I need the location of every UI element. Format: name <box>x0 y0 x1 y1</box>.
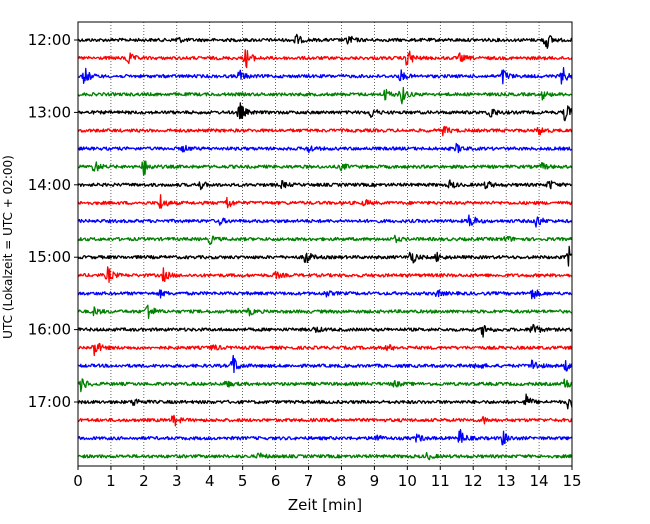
x-tick-label: 10 <box>398 472 417 490</box>
x-tick-label: 1 <box>106 472 116 490</box>
trace-1330 <box>77 142 573 154</box>
x-tick-label: 9 <box>370 472 380 490</box>
y-axis: 12:00 13:00 14:00 15:00 16:00 17:00 <box>28 31 78 411</box>
trace-1445 <box>77 234 573 246</box>
x-tick-label: 5 <box>238 472 248 490</box>
x-tick-label: 7 <box>304 472 314 490</box>
trace-1500 <box>77 245 573 267</box>
trace-1345 <box>77 160 573 176</box>
plot-frame <box>77 21 573 467</box>
trace-1615 <box>77 342 573 357</box>
x-axis: 0 1 2 3 4 5 6 7 8 9 10 11 12 13 14 15 <box>73 466 582 490</box>
y-tick-label: 16:00 <box>28 321 71 339</box>
x-tick-label: 6 <box>271 472 281 490</box>
trace-1715 <box>77 414 573 427</box>
trace-1245 <box>77 86 573 105</box>
trace-1600 <box>77 323 573 338</box>
x-tick-label: 12 <box>464 472 483 490</box>
x-tick-label: 11 <box>431 472 450 490</box>
trace-layer <box>77 33 573 461</box>
y-tick-label: 17:00 <box>28 393 71 411</box>
trace-1730 <box>77 428 573 446</box>
trace-1215 <box>77 49 573 69</box>
trace-1430 <box>77 214 573 228</box>
trace-1645 <box>77 378 573 393</box>
grid-lines <box>110 22 540 466</box>
y-tick-label: 14:00 <box>28 176 71 194</box>
trace-1745 <box>77 451 573 461</box>
x-tick-label: 15 <box>562 472 581 490</box>
x-tick-label: 4 <box>205 472 215 490</box>
trace-1700 <box>77 393 573 410</box>
y-tick-label: 12:00 <box>28 31 71 49</box>
trace-1200 <box>77 33 573 49</box>
y-tick-label: 15:00 <box>28 248 71 266</box>
x-tick-label: 0 <box>73 472 83 490</box>
trace-1230 <box>77 67 573 85</box>
x-axis-label: Zeit [min] <box>288 496 362 514</box>
x-tick-label: 14 <box>530 472 549 490</box>
trace-1630 <box>77 354 573 374</box>
x-tick-label: 8 <box>337 472 347 490</box>
x-tick-label: 13 <box>497 472 516 490</box>
trace-1415 <box>77 194 573 209</box>
trace-1515 <box>77 266 573 283</box>
x-tick-label: 3 <box>172 472 182 490</box>
trace-1530 <box>77 289 573 300</box>
x-tick-label: 2 <box>139 472 149 490</box>
trace-1315 <box>77 125 573 137</box>
y-tick-label: 13:00 <box>28 103 71 121</box>
trace-1545 <box>78 304 573 320</box>
y-axis-label: UTC (Lokalzeit = UTC + 02:00) <box>1 155 15 339</box>
trace-1300 <box>77 102 573 122</box>
trace-1400 <box>77 179 573 191</box>
